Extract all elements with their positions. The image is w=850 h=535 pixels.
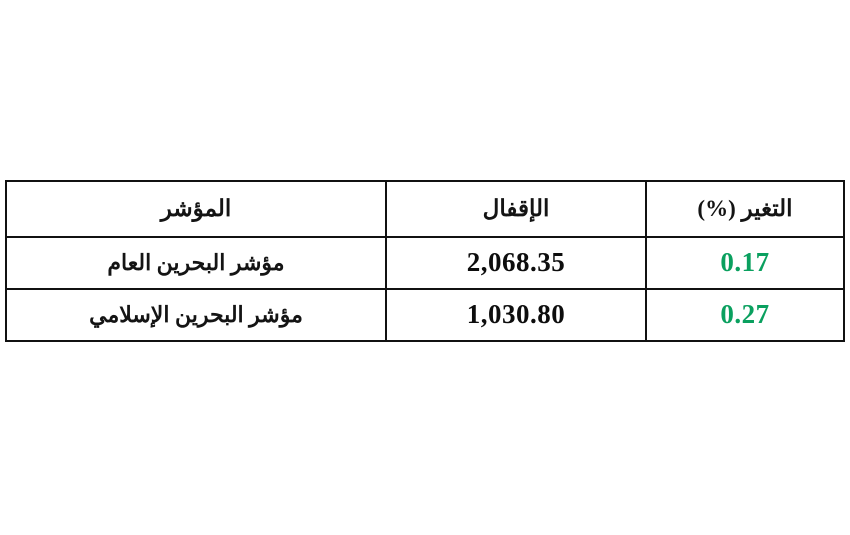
column-header-index-label: المؤشر xyxy=(160,196,232,222)
change-value: 0.17 xyxy=(720,247,770,278)
change-value: 0.27 xyxy=(720,299,770,330)
table-row: 0.27 1,030.80 مؤشر البحرين الإسلامي xyxy=(5,288,845,342)
cell-close: 2,068.35 xyxy=(385,236,647,290)
column-header-change-label: التغير (%) xyxy=(697,196,793,222)
index-table-container: التغير (%) الإقفال المؤشر 0.17 xyxy=(5,180,845,342)
column-header-change: التغير (%) xyxy=(645,180,845,238)
close-value: 1,030.80 xyxy=(466,299,566,330)
table-row: 0.17 2,068.35 مؤشر البحرين العام xyxy=(5,236,845,290)
cell-index-name: مؤشر البحرين العام xyxy=(5,236,387,290)
table-body: 0.17 2,068.35 مؤشر البحرين العام 0.27 1,… xyxy=(5,236,845,342)
table-header-row: التغير (%) الإقفال المؤشر xyxy=(5,180,845,238)
cell-close: 1,030.80 xyxy=(385,288,647,342)
column-header-index: المؤشر xyxy=(5,180,387,238)
cell-change: 0.27 xyxy=(645,288,845,342)
column-header-close: الإقفال xyxy=(385,180,647,238)
cell-change: 0.17 xyxy=(645,236,845,290)
market-index-table: التغير (%) الإقفال المؤشر 0.17 xyxy=(5,180,845,342)
index-name: مؤشر البحرين الإسلامي xyxy=(89,301,303,327)
column-header-close-label: الإقفال xyxy=(482,196,550,222)
index-name: مؤشر البحرين العام xyxy=(107,249,285,275)
close-value: 2,068.35 xyxy=(466,247,566,278)
cell-index-name: مؤشر البحرين الإسلامي xyxy=(5,288,387,342)
table-header: التغير (%) الإقفال المؤشر xyxy=(5,180,845,238)
